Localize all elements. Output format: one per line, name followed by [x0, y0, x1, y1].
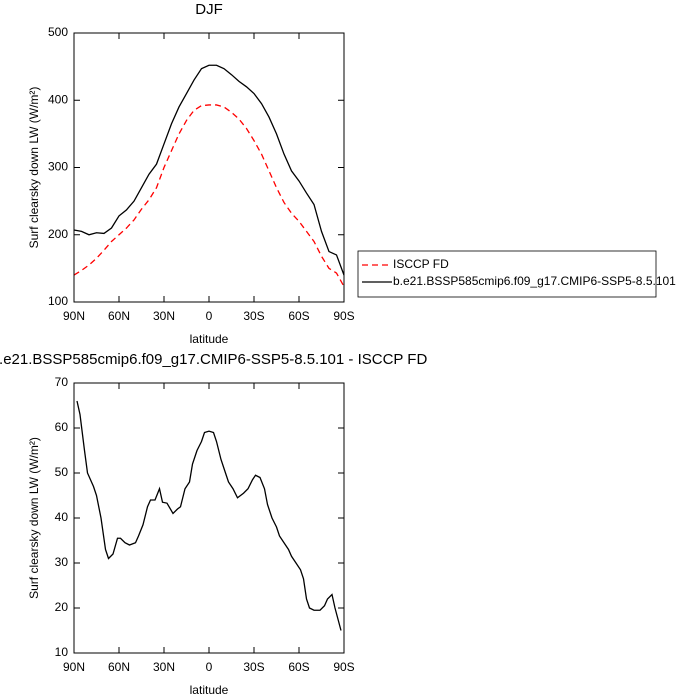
legend-box [357, 250, 657, 298]
chart-title: DJF [195, 1, 223, 18]
y-tick-label: 20 [55, 600, 69, 614]
y-tick-label: 300 [48, 160, 68, 174]
x-tick-label: 60S [288, 309, 309, 323]
x-axis-label: latitude [190, 332, 229, 346]
y-tick-label: 10 [55, 645, 69, 659]
y-axis-label: Surf clearsky down LW (W/m²) [27, 437, 41, 599]
x-tick-label: 30S [243, 309, 264, 323]
data-line [76, 400, 342, 631]
x-tick-label: 30S [243, 660, 264, 674]
legend-label: b.e21.BSSP585cmip6.f09_g17.CMIP6-SSP5-8.… [393, 274, 676, 288]
y-tick-label: 40 [55, 510, 69, 524]
data-line [73, 64, 345, 276]
x-tick-label: 60N [108, 309, 130, 323]
y-tick-label: 70 [55, 375, 69, 389]
y-tick-label: 100 [48, 294, 68, 308]
x-tick-label: 90S [333, 660, 354, 674]
y-tick-label: 400 [48, 92, 68, 106]
x-axis-label: latitude [190, 683, 229, 697]
x-tick-label: 30N [153, 309, 175, 323]
x-tick-label: 60S [288, 660, 309, 674]
plot-frame [73, 382, 345, 654]
x-tick-label: 90N [63, 660, 85, 674]
x-tick-label: 30N [153, 660, 175, 674]
legend-label: ISCCP FD [393, 257, 449, 271]
y-tick-label: 500 [48, 25, 68, 39]
y-tick-label: 30 [55, 555, 69, 569]
y-tick-label: 60 [55, 420, 69, 434]
y-tick-label: 50 [55, 465, 69, 479]
plot-frame [73, 32, 345, 303]
chart-title: b.e21.BSSP585cmip6.f09_g17.CMIP6-SSP5-8.… [0, 351, 427, 368]
x-tick-label: 90N [63, 309, 85, 323]
x-tick-label: 60N [108, 660, 130, 674]
y-tick-label: 200 [48, 227, 68, 241]
data-line [73, 104, 345, 287]
x-tick-label: 0 [206, 309, 213, 323]
y-axis-label: Surf clearsky down LW (W/m²) [27, 87, 41, 249]
x-tick-label: 0 [206, 660, 213, 674]
x-tick-label: 90S [333, 309, 354, 323]
